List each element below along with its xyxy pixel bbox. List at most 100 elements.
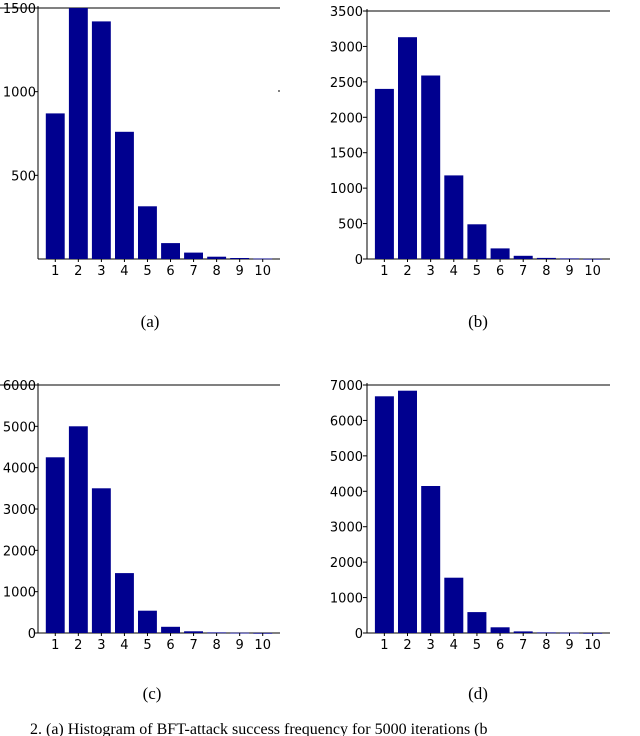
- x-tick-label: 2: [74, 638, 82, 653]
- x-tick-label: 4: [450, 264, 458, 279]
- y-tick-label: 5000: [3, 420, 36, 435]
- y-tick-label: 6000: [3, 379, 36, 394]
- y-tick-label: 3000: [330, 40, 363, 55]
- chart-panel: 1 2 3 4 5 6 7 8 9 10 0 1000 2000 3000 4000 5000 6000 7000: [330, 379, 610, 653]
- bar: [253, 258, 273, 260]
- bar: [207, 256, 227, 259]
- x-tick-label: 6: [496, 638, 504, 653]
- y-tick-label: 2000: [330, 556, 363, 571]
- y-tick-label: 1000: [3, 86, 36, 101]
- x-tick-label: 3: [97, 638, 105, 653]
- bar: [374, 88, 394, 260]
- bar: [513, 255, 533, 259]
- bar: [45, 457, 65, 633]
- subtitle-b: (b): [468, 312, 488, 331]
- x-tick-label: 5: [143, 264, 151, 279]
- y-tick-label: 0: [28, 627, 36, 642]
- bar: [467, 612, 487, 633]
- bar: [91, 488, 111, 633]
- x-tick-label: 9: [236, 638, 244, 653]
- x-tick-label: 6: [166, 638, 174, 653]
- y-tick-label: 0: [355, 253, 363, 268]
- bar: [115, 573, 134, 633]
- y-tick-label: 1000: [3, 586, 36, 601]
- x-tick-label: 8: [212, 638, 220, 653]
- bar: [421, 486, 441, 633]
- subtitle-a: (a): [141, 312, 160, 331]
- bar: [398, 390, 417, 633]
- x-tick-label: 1: [51, 638, 59, 653]
- x-tick-label: 6: [166, 264, 174, 279]
- x-tick-label: 1: [51, 264, 59, 279]
- y-tick-label: 3000: [330, 521, 363, 536]
- y-tick-label: 2000: [330, 111, 363, 126]
- x-tick-label: 2: [403, 264, 411, 279]
- x-tick-label: 10: [584, 638, 601, 653]
- x-tick-label: 2: [74, 264, 82, 279]
- chart-panel: 1 2 3 4 5 6 7 8 9 10 0 500 1000 1500 2000 2500 3000 3500: [330, 5, 610, 279]
- x-tick-label: 1: [380, 264, 388, 279]
- x-tick-label: 6: [496, 264, 504, 279]
- chart-panel: 1 2 3 4 5 6 7 8 9 10 500 1000 1500: [0, 2, 280, 279]
- x-tick-label: 7: [189, 638, 197, 653]
- bar: [467, 224, 487, 259]
- x-tick-label: 8: [542, 638, 550, 653]
- bar: [444, 577, 464, 633]
- y-tick-label: 3500: [330, 5, 363, 20]
- bar: [184, 631, 203, 633]
- y-tick-label: 1000: [330, 592, 363, 607]
- bar: [230, 258, 250, 259]
- x-tick-label: 10: [584, 264, 601, 279]
- x-tick-label: 7: [189, 264, 197, 279]
- bar: [161, 243, 180, 259]
- x-tick-label: 7: [519, 264, 527, 279]
- x-tick-label: 3: [97, 264, 105, 279]
- y-tick-label: 1000: [330, 182, 363, 197]
- bar: [138, 206, 157, 259]
- x-tick-label: 7: [519, 638, 527, 653]
- x-tick-label: 10: [254, 638, 271, 653]
- x-tick-label: 1: [380, 638, 388, 653]
- bar: [374, 396, 394, 633]
- y-tick-label: 0: [355, 627, 363, 642]
- x-tick-label: 3: [426, 264, 434, 279]
- bar: [161, 626, 180, 633]
- bar: [513, 631, 533, 633]
- y-tick-label: 2500: [330, 76, 363, 91]
- bar: [184, 252, 203, 259]
- x-tick-label: 3: [426, 638, 434, 653]
- subtitle-d: (d): [468, 684, 488, 703]
- y-tick-label: 1500: [330, 147, 363, 162]
- x-tick-label: 9: [565, 264, 573, 279]
- x-tick-label: 8: [542, 264, 550, 279]
- bar: [536, 632, 556, 634]
- x-tick-label: 5: [473, 638, 481, 653]
- bar: [444, 175, 464, 259]
- x-tick-label: 5: [143, 638, 151, 653]
- x-tick-label: 4: [120, 638, 128, 653]
- y-tick-label: 4000: [330, 485, 363, 500]
- x-tick-label: 9: [236, 264, 244, 279]
- bar: [560, 258, 579, 260]
- y-tick-label: 1500: [3, 2, 36, 17]
- y-tick-label: 4000: [3, 462, 36, 477]
- x-tick-label: 8: [212, 264, 220, 279]
- figure-caption: 2. (a) Histogram of BFT-attack success f…: [30, 721, 488, 736]
- bar: [68, 8, 88, 259]
- y-tick-label: 3000: [3, 503, 36, 518]
- y-tick-label: 5000: [330, 450, 363, 465]
- bar: [490, 627, 510, 633]
- x-tick-label: 2: [403, 638, 411, 653]
- x-tick-label: 5: [473, 264, 481, 279]
- y-tick-label: 500: [338, 218, 363, 233]
- x-tick-label: 4: [450, 638, 458, 653]
- y-tick-label: 7000: [330, 379, 363, 394]
- x-tick-label: 9: [565, 638, 573, 653]
- bar: [68, 426, 88, 633]
- bar: [207, 632, 227, 634]
- bar: [490, 248, 510, 259]
- subtitle-c: (c): [143, 684, 162, 703]
- bar: [536, 257, 556, 259]
- chart-panel: 1 2 3 4 5 6 7 8 9 10 0 1000 2000 3000 4000 5000 6000: [0, 379, 280, 653]
